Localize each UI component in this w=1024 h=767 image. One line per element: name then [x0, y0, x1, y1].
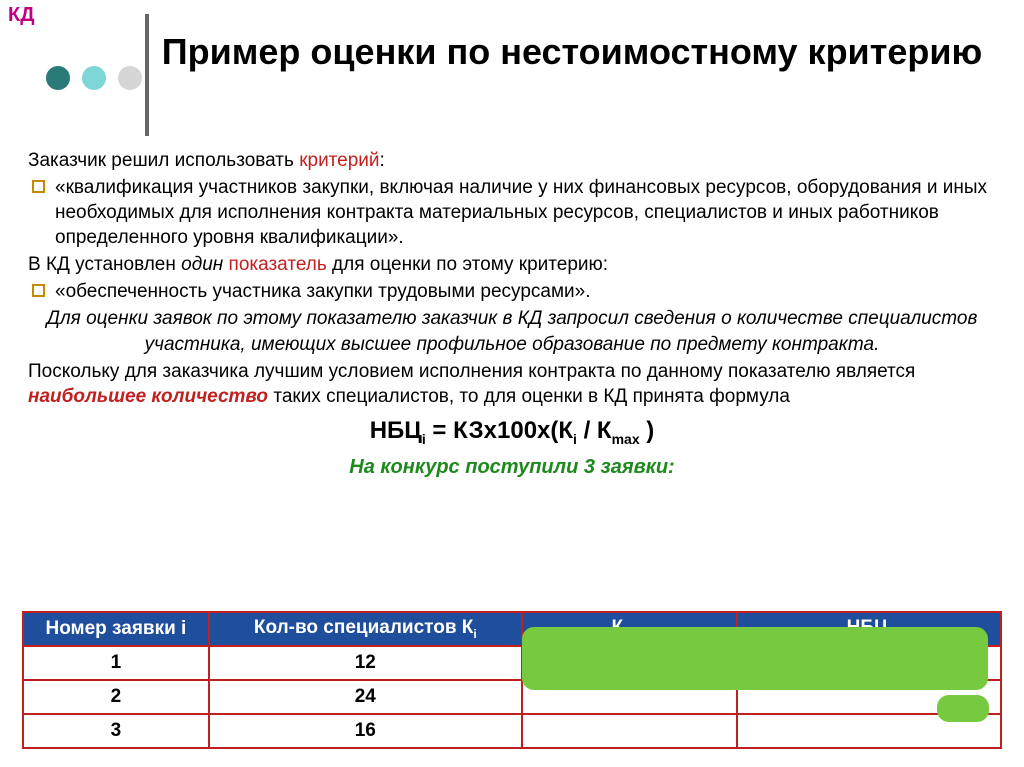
highlight-overlay-large — [522, 627, 988, 690]
table-cell: 1 — [23, 646, 209, 680]
table-cell: 24 — [209, 680, 522, 714]
table-cell: 2 — [23, 680, 209, 714]
para-3: Для оценки заявок по этому показателю за… — [28, 306, 996, 356]
para-1: Заказчик решил использовать критерий: — [28, 148, 996, 173]
para-4: Поскольку для заказчика лучшим условием … — [28, 359, 996, 409]
dot-3 — [118, 66, 142, 90]
bullet-1: «квалификация участников закупки, включа… — [28, 175, 996, 250]
dot-1 — [46, 66, 70, 90]
table-cell: 12 — [209, 646, 522, 680]
formula: НБЦi = КЗх100х(Кi / Кmax ) — [28, 415, 996, 448]
para-2: В КД установлен один показатель для оцен… — [28, 252, 996, 277]
page-title: Пример оценки по нестоимостному критерию — [160, 30, 984, 73]
bullet-2-text: «обеспеченность участника закупки трудов… — [55, 279, 591, 304]
dot-2 — [82, 66, 106, 90]
table-cell: 16 — [209, 714, 522, 748]
table-caption: На конкурс поступили 3 заявки: — [28, 454, 996, 480]
bullet-icon — [32, 180, 45, 193]
bullet-icon — [32, 284, 45, 297]
table-cell: 3 — [23, 714, 209, 748]
table-row: 316 — [23, 714, 1001, 748]
vertical-divider — [145, 14, 149, 136]
th-1: Номер заявки i — [23, 612, 209, 646]
table-cell — [522, 714, 737, 748]
body-content: Заказчик решил использовать критерий: «к… — [28, 148, 996, 486]
th-2: Кол-во специалистов Кi — [209, 612, 522, 646]
highlight-overlay-small — [937, 695, 989, 722]
bullet-2: «обеспеченность участника закупки трудов… — [28, 279, 996, 304]
bullet-1-text: «квалификация участников закупки, включа… — [55, 175, 996, 250]
corner-label: КД — [8, 4, 34, 27]
decorative-dots — [46, 66, 142, 90]
